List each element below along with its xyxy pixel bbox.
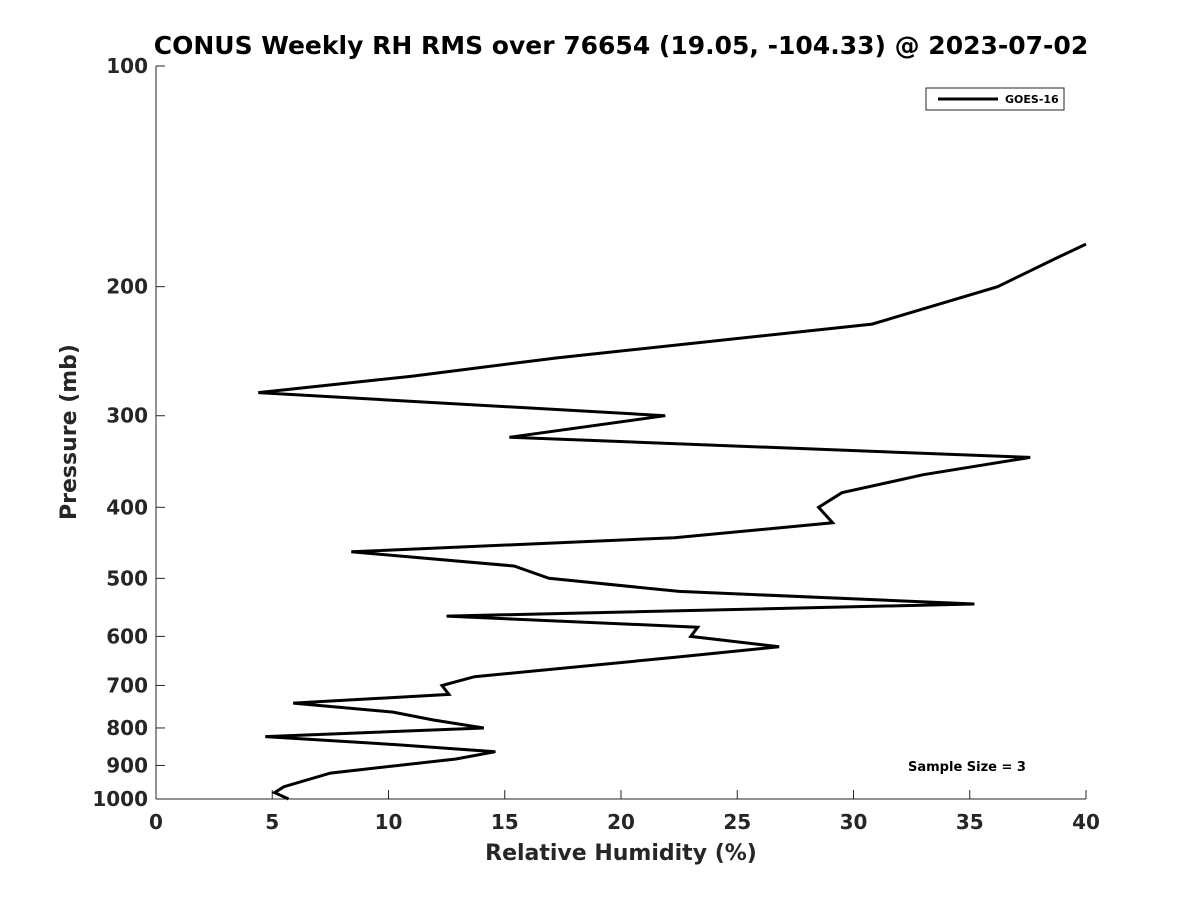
y-tick-label: 200 xyxy=(106,275,148,299)
x-tick-label: 40 xyxy=(1072,810,1100,834)
x-axis-ticks: 0 5 10 15 20 25 30 35 40 xyxy=(149,790,1100,834)
sample-size-annotation: Sample Size = 3 xyxy=(908,760,1026,775)
plot-area-frame xyxy=(157,66,1086,799)
y-tick-label: 600 xyxy=(106,624,148,648)
y-tick-label: 1000 xyxy=(92,787,148,811)
x-tick-label: 35 xyxy=(956,810,984,834)
y-tick-label: 300 xyxy=(106,404,148,428)
series-line-goes-16 xyxy=(258,242,1087,801)
x-tick-label: 20 xyxy=(607,810,635,834)
y-tick-label: 800 xyxy=(106,716,148,740)
x-axis-label: Relative Humidity (%) xyxy=(485,841,757,866)
y-axis-ticks: 100 200 300 400 500 600 700 800 900 1000 xyxy=(92,54,165,811)
y-tick-label: 400 xyxy=(106,495,148,519)
series-layer xyxy=(258,242,1087,801)
x-tick-label: 10 xyxy=(375,810,403,834)
y-tick-label: 900 xyxy=(106,753,148,777)
y-axis-label: Pressure (mb) xyxy=(57,344,82,520)
legend: GOES-16 xyxy=(925,87,1065,111)
chart-title: CONUS Weekly RH RMS over 76654 (19.05, -… xyxy=(154,31,1088,60)
legend-label-goes-16: GOES-16 xyxy=(1005,93,1059,106)
x-tick-label: 15 xyxy=(491,810,519,834)
y-tick-label: 700 xyxy=(106,673,148,697)
y-tick-label: 500 xyxy=(106,566,148,590)
x-tick-label: 0 xyxy=(149,810,163,834)
x-tick-label: 25 xyxy=(723,810,751,834)
x-tick-label: 30 xyxy=(840,810,868,834)
y-tick-label: 100 xyxy=(106,54,148,78)
x-tick-label: 5 xyxy=(265,810,279,834)
